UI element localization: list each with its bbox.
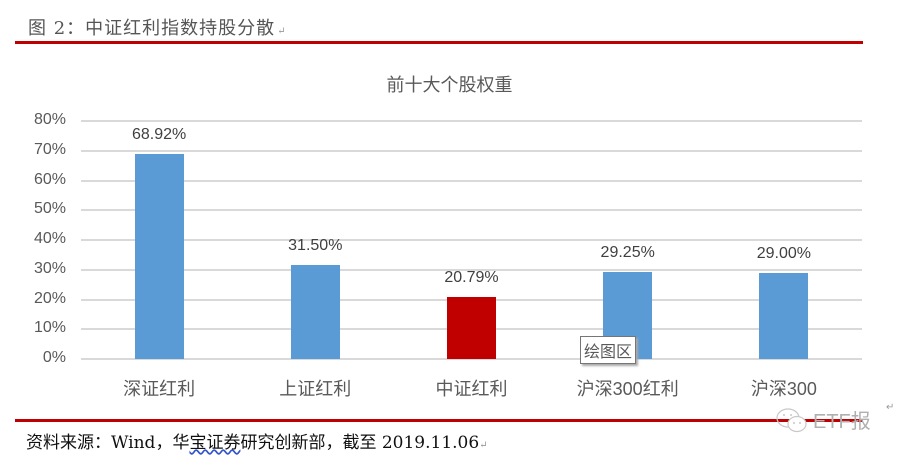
x-tick-label: 沪深300 bbox=[750, 379, 817, 399]
bar[interactable] bbox=[447, 297, 496, 359]
data-label: 29.25% bbox=[600, 243, 655, 261]
x-tick-label: 深证红利 bbox=[123, 379, 196, 399]
data-label: 20.79% bbox=[444, 269, 499, 287]
bar[interactable] bbox=[290, 265, 340, 359]
gridline bbox=[81, 209, 862, 212]
y-tick-label: 30% bbox=[33, 259, 66, 277]
bottom-divider bbox=[15, 419, 863, 422]
plot-area[interactable]: 68.92% 31.50% 20.79% 29.25% 29.00% bbox=[81, 120, 862, 360]
data-label: 31.50% bbox=[288, 237, 343, 255]
paragraph-mark-icon: ↵ bbox=[479, 440, 488, 451]
x-tick-label: 上证红利 bbox=[279, 379, 352, 399]
wechat-icon bbox=[775, 407, 809, 433]
figure-title: 图 2：中证红利指数持股分散 bbox=[28, 18, 276, 39]
data-label: 68.92% bbox=[131, 125, 187, 143]
y-tick-label: 80% bbox=[33, 111, 66, 128]
source-spellcheck-text: 宝证券 bbox=[189, 433, 241, 453]
source-suffix: 研究创新部，截至 2019.11.06 bbox=[240, 433, 480, 453]
source-prefix: 资料来源：Wind，华 bbox=[26, 433, 190, 453]
gridline bbox=[81, 149, 862, 152]
plot-area-tooltip: 绘图区 bbox=[580, 336, 637, 364]
x-tick-label: 沪深300红利 bbox=[576, 379, 679, 399]
y-tick-label: 40% bbox=[33, 230, 66, 247]
chart-title: 前十大个股权重 bbox=[386, 75, 513, 95]
source-note: 资料来源：Wind，华宝证券研究创新部，截至 2019.11.06↵ bbox=[26, 428, 488, 453]
paragraph-mark-icon: ↵ bbox=[277, 26, 287, 37]
bar[interactable] bbox=[134, 153, 184, 359]
top-divider bbox=[15, 41, 863, 44]
watermark: ETF报 bbox=[775, 405, 871, 434]
gridline bbox=[81, 239, 862, 241]
y-tick-label: 70% bbox=[33, 140, 66, 158]
y-tick-label: 0% bbox=[42, 349, 66, 366]
gridline bbox=[81, 358, 862, 360]
watermark-text: ETF报 bbox=[813, 411, 871, 433]
gridline bbox=[81, 268, 862, 271]
y-tick-label: 20% bbox=[33, 289, 66, 307]
bar[interactable] bbox=[759, 272, 809, 359]
figure-caption: 图 2：中证红利指数持股分散 ↵ bbox=[28, 14, 287, 40]
gridline bbox=[81, 120, 862, 122]
gridline bbox=[81, 179, 862, 182]
y-tick-label: 60% bbox=[33, 170, 66, 188]
paragraph-mark-icon: ↵ bbox=[886, 402, 895, 413]
y-tick-label: 50% bbox=[33, 200, 66, 218]
x-tick-label: 中证红利 bbox=[435, 379, 508, 399]
data-label: 29.00% bbox=[756, 244, 812, 262]
y-tick-label: 10% bbox=[33, 319, 66, 337]
